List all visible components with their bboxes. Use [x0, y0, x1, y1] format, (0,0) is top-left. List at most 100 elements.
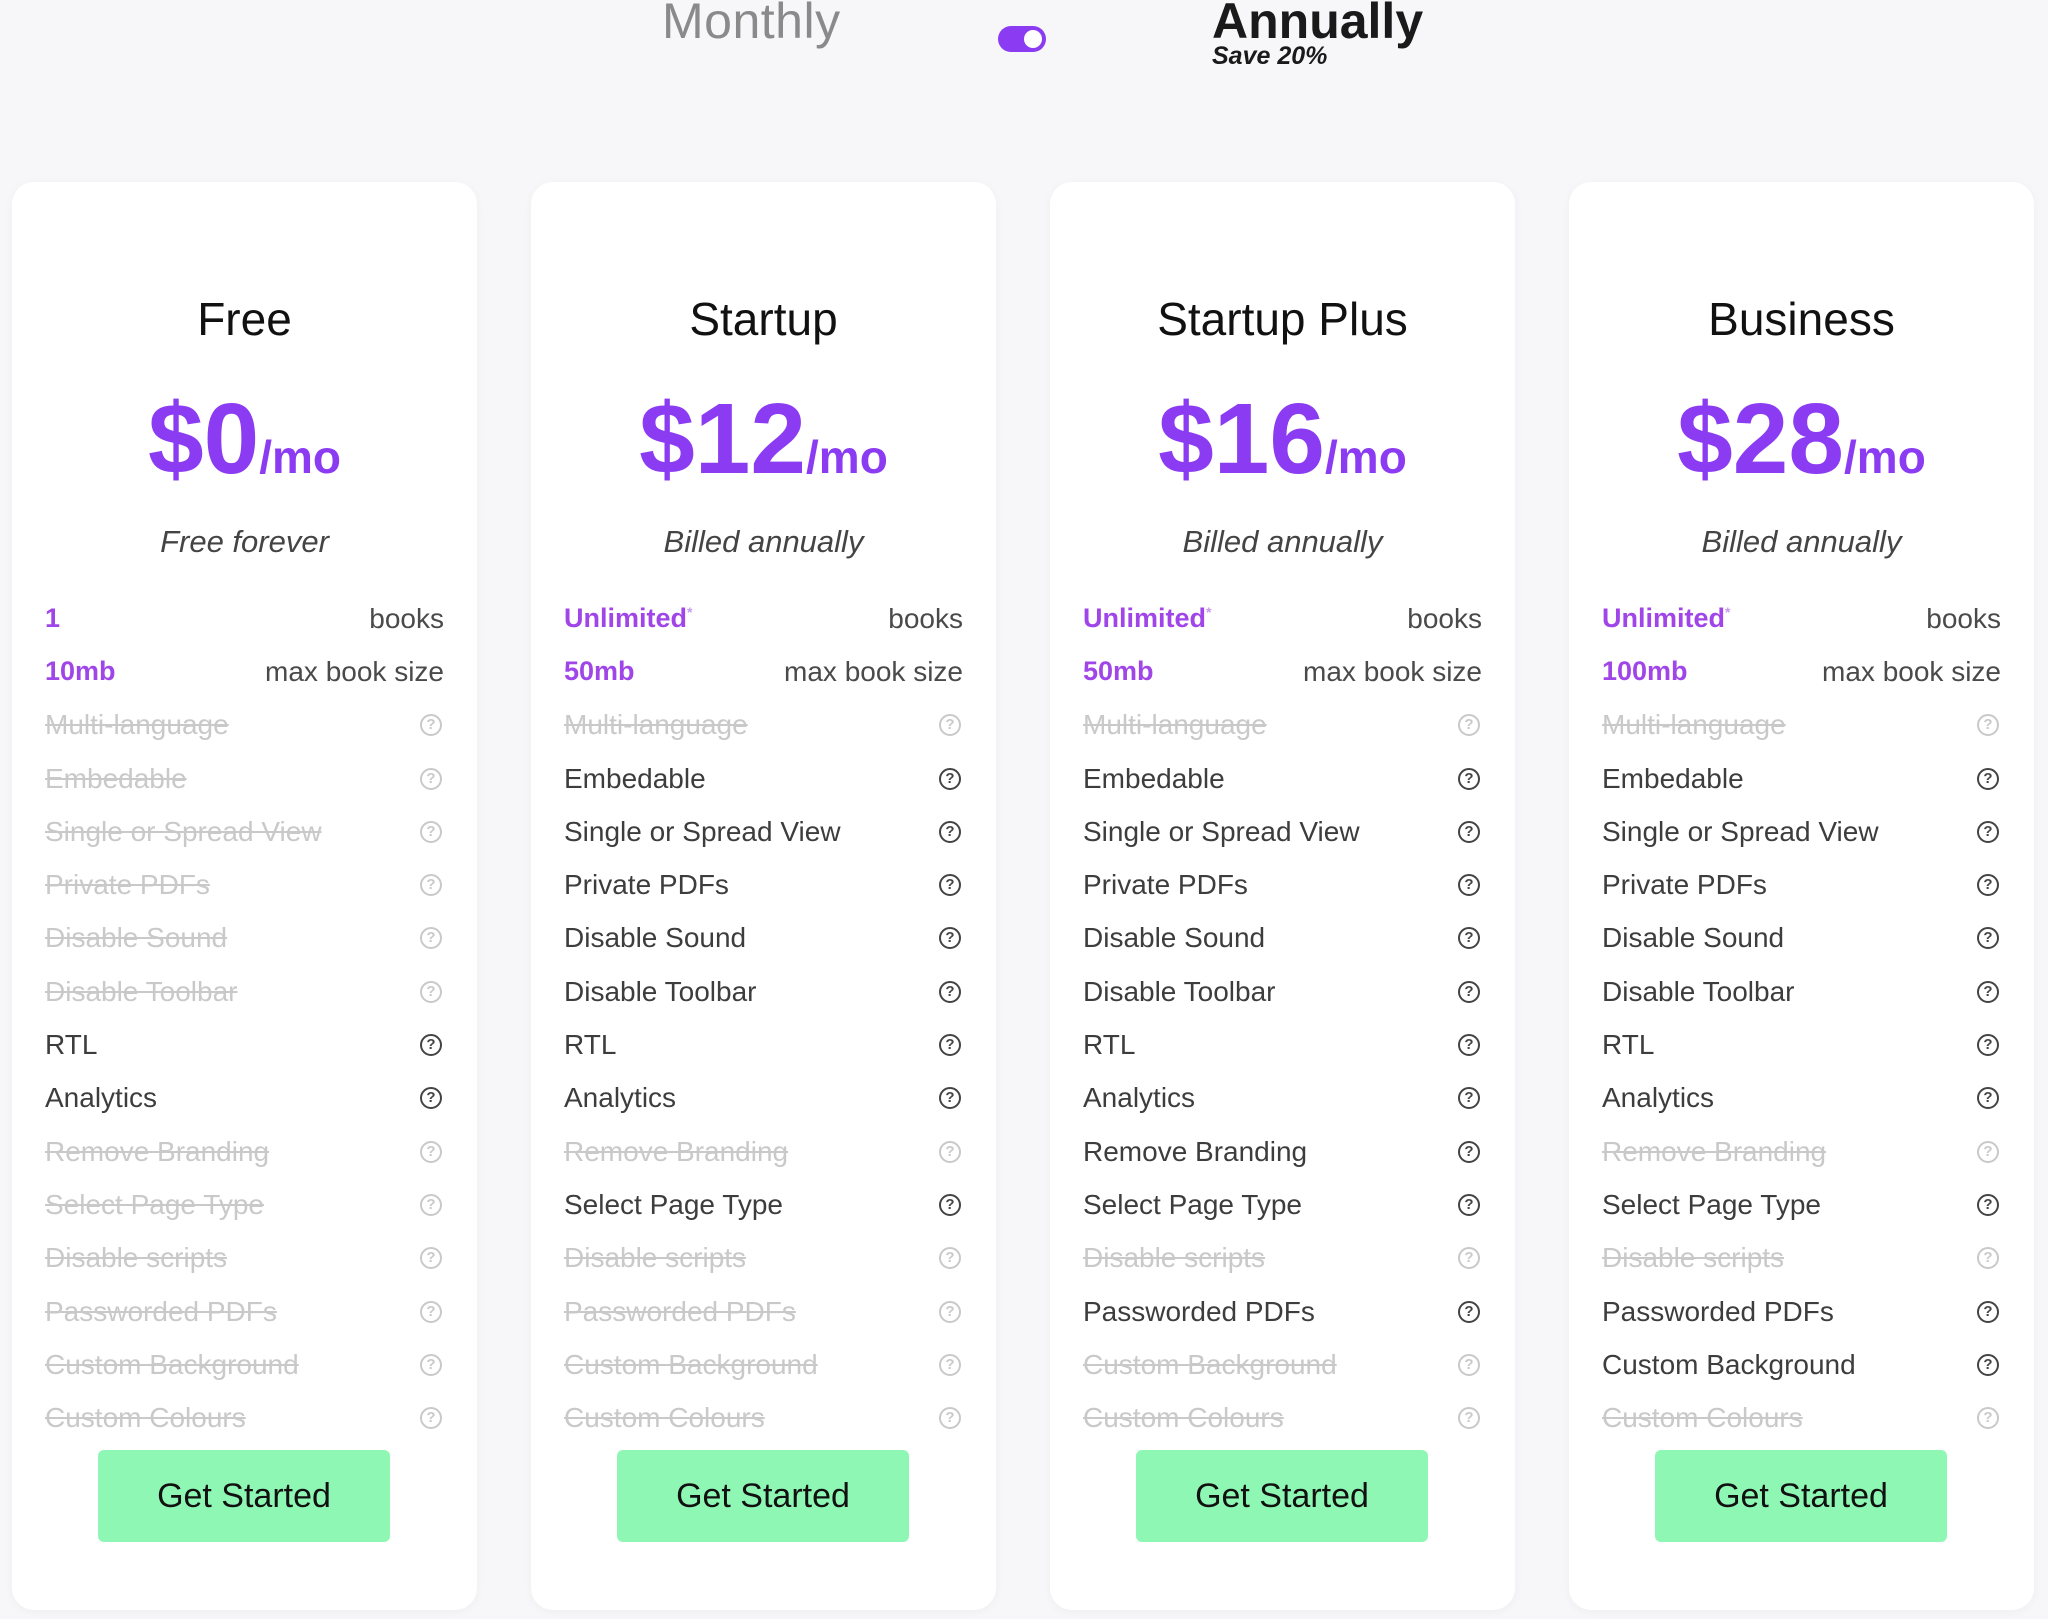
- get-started-button[interactable]: Get Started: [617, 1450, 909, 1542]
- question-icon[interactable]: ?: [1977, 820, 1999, 843]
- question-icon[interactable]: ?: [939, 980, 961, 1003]
- question-icon[interactable]: ?: [1458, 714, 1480, 737]
- feature-label: Select Page Type: [564, 1188, 783, 1220]
- plan-price: $28/mo: [1569, 382, 2034, 497]
- feature-label: Custom Colours: [45, 1402, 246, 1434]
- question-icon[interactable]: ?: [939, 1034, 961, 1057]
- question-icon[interactable]: ?: [1458, 874, 1480, 897]
- feature-label: Embedable: [1602, 762, 1744, 794]
- question-icon[interactable]: ?: [1458, 1087, 1480, 1110]
- question-icon[interactable]: ?: [420, 767, 442, 790]
- get-started-button[interactable]: Get Started: [1655, 1450, 1947, 1542]
- get-started-button[interactable]: Get Started: [98, 1450, 390, 1542]
- get-started-button[interactable]: Get Started: [1136, 1450, 1428, 1542]
- feature-label: Select Page Type: [1083, 1188, 1302, 1220]
- question-icon[interactable]: ?: [1458, 820, 1480, 843]
- question-icon[interactable]: ?: [420, 820, 442, 843]
- question-icon[interactable]: ?: [939, 927, 961, 950]
- question-icon[interactable]: ?: [939, 1407, 961, 1430]
- question-icon[interactable]: ?: [420, 1407, 442, 1430]
- question-icon[interactable]: ?: [420, 1247, 442, 1270]
- question-icon[interactable]: ?: [420, 1034, 442, 1057]
- question-icon[interactable]: ?: [1458, 1407, 1480, 1430]
- feature-item: Select Page Type?: [564, 1178, 963, 1231]
- feature-label: Custom Background: [564, 1348, 818, 1380]
- question-icon[interactable]: ?: [420, 980, 442, 1003]
- question-icon[interactable]: ?: [1458, 1140, 1480, 1163]
- question-icon[interactable]: ?: [939, 874, 961, 897]
- price-unit: /mo: [806, 431, 888, 483]
- question-icon[interactable]: ?: [1977, 1407, 1999, 1430]
- question-icon[interactable]: ?: [1977, 1247, 1999, 1270]
- books-limit: Unlimited*: [1083, 603, 1211, 634]
- billing-annually-label[interactable]: Annually: [1212, 0, 1424, 49]
- question-icon[interactable]: ?: [1977, 874, 1999, 897]
- billing-note: Billed annually: [663, 524, 864, 559]
- question-icon[interactable]: ?: [1977, 980, 1999, 1003]
- question-icon[interactable]: ?: [1458, 767, 1480, 790]
- question-icon[interactable]: ?: [420, 927, 442, 950]
- feature-label: Passworded PDFs: [564, 1295, 796, 1327]
- feature-item: Disable Toolbar?: [1602, 965, 2001, 1018]
- feature-item: Disable Toolbar?: [1083, 965, 1482, 1018]
- question-icon[interactable]: ?: [1977, 1300, 1999, 1323]
- question-icon[interactable]: ?: [939, 820, 961, 843]
- feature-item: RTL?: [1083, 1018, 1482, 1071]
- question-icon[interactable]: ?: [1977, 1034, 1999, 1057]
- question-icon[interactable]: ?: [939, 1247, 961, 1270]
- question-icon[interactable]: ?: [1458, 1247, 1480, 1270]
- question-icon[interactable]: ?: [420, 1193, 442, 1216]
- billing-monthly-label[interactable]: Monthly: [662, 0, 841, 49]
- feature-item: Remove Branding?: [564, 1125, 963, 1178]
- question-icon[interactable]: ?: [1977, 1087, 1999, 1110]
- feature-item: Single or Spread View?: [1083, 805, 1482, 858]
- question-icon[interactable]: ?: [1977, 714, 1999, 737]
- question-icon[interactable]: ?: [1977, 767, 1999, 790]
- question-icon[interactable]: ?: [1977, 1353, 1999, 1376]
- question-icon[interactable]: ?: [939, 1087, 961, 1110]
- question-icon[interactable]: ?: [420, 714, 442, 737]
- feature-label: Disable Sound: [45, 922, 228, 954]
- books-label: books: [369, 602, 444, 634]
- billing-note: Free forever: [160, 524, 329, 559]
- feature-label: Disable Toolbar: [564, 975, 757, 1007]
- plan-card-startup: Startup $12/mo Billed annually Unlimited* bo…: [531, 182, 996, 1610]
- feature-label: RTL: [564, 1029, 617, 1061]
- question-icon[interactable]: ?: [1458, 1034, 1480, 1057]
- feature-label: Private PDFs: [564, 869, 729, 901]
- question-icon[interactable]: ?: [939, 767, 961, 790]
- feature-item: Disable scripts?: [1602, 1232, 2001, 1285]
- question-icon[interactable]: ?: [1458, 980, 1480, 1003]
- feature-label: Analytics: [1602, 1082, 1715, 1114]
- question-icon[interactable]: ?: [1458, 1300, 1480, 1323]
- feature-item: Select Page Type?: [45, 1178, 444, 1231]
- question-icon[interactable]: ?: [939, 714, 961, 737]
- feature-max-size: 10mb max book size: [45, 645, 444, 698]
- question-icon[interactable]: ?: [939, 1140, 961, 1163]
- feature-item: Embedable?: [1083, 752, 1482, 805]
- feature-item: Custom Background?: [1602, 1338, 2001, 1391]
- question-icon[interactable]: ?: [1458, 1193, 1480, 1216]
- question-icon[interactable]: ?: [420, 1140, 442, 1163]
- question-icon[interactable]: ?: [939, 1300, 961, 1323]
- feature-item: Custom Colours?: [564, 1391, 963, 1444]
- books-value: Unlimited: [1083, 603, 1207, 634]
- question-icon[interactable]: ?: [1458, 1353, 1480, 1376]
- question-icon[interactable]: ?: [420, 1353, 442, 1376]
- question-icon[interactable]: ?: [1458, 927, 1480, 950]
- question-icon[interactable]: ?: [420, 1300, 442, 1323]
- feature-item: Disable Sound?: [1602, 912, 2001, 965]
- feature-item: RTL?: [1602, 1018, 2001, 1071]
- feature-item: Remove Branding?: [45, 1125, 444, 1178]
- size-value: 50mb: [564, 656, 635, 687]
- billing-period-switch[interactable]: [998, 26, 1046, 52]
- question-icon[interactable]: ?: [1977, 1140, 1999, 1163]
- question-icon[interactable]: ?: [1977, 927, 1999, 950]
- question-icon[interactable]: ?: [1977, 1193, 1999, 1216]
- question-icon[interactable]: ?: [939, 1353, 961, 1376]
- question-icon[interactable]: ?: [939, 1193, 961, 1216]
- books-value: Unlimited: [564, 603, 688, 634]
- question-icon[interactable]: ?: [420, 1087, 442, 1110]
- question-icon[interactable]: ?: [420, 874, 442, 897]
- feature-list: Unlimited* books 50mb max book size Multi-la…: [1083, 592, 1482, 1445]
